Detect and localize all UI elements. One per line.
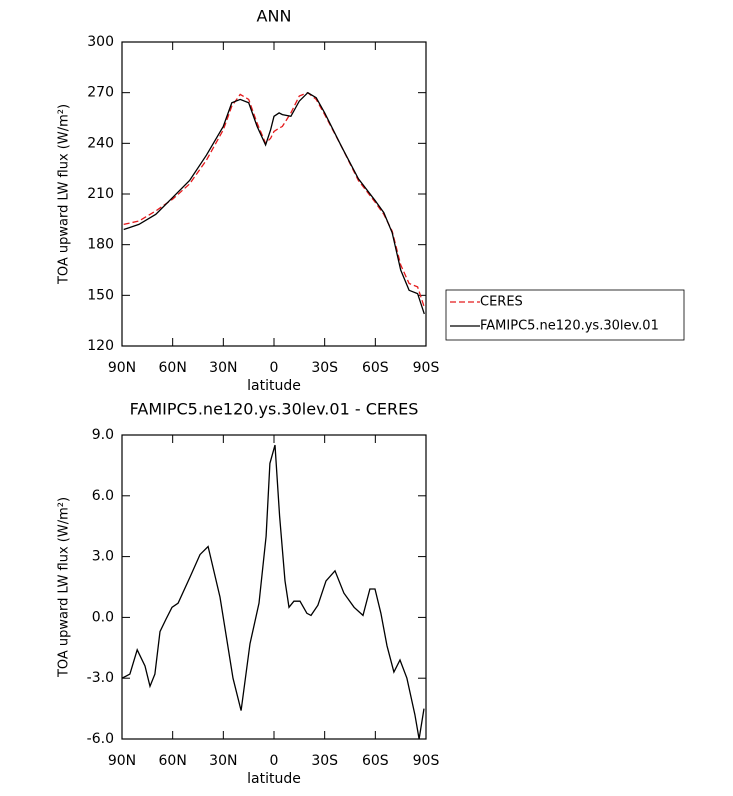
- x-tick-label: 60N: [159, 753, 187, 769]
- data-line: [121, 444, 425, 740]
- y-tick-label: -3.0: [87, 670, 114, 686]
- legend-box: [445, 289, 685, 341]
- x-tick-label: 60S: [362, 753, 389, 769]
- x-tick-label: 0: [270, 360, 279, 376]
- y-axis-label: TOA upward LW flux (W/m²): [57, 104, 72, 285]
- legend-label: CERES: [480, 295, 523, 310]
- y-tick-label: 9.0: [92, 427, 114, 443]
- plot-frame: [121, 434, 427, 740]
- x-tick-label: 90N: [108, 360, 136, 376]
- y-tick-label: 270: [87, 85, 114, 101]
- data-line: [123, 91, 425, 315]
- plot-frame: [121, 41, 427, 347]
- y-tick-label: 180: [87, 237, 114, 253]
- legend-label: FAMIPC5.ne120.ys.30lev.01: [480, 319, 659, 334]
- y-axis-label: TOA upward LW flux (W/m²): [57, 497, 72, 678]
- y-tick-label: 3.0: [92, 549, 114, 565]
- x-tick-label: 90S: [413, 360, 440, 376]
- x-tick-label: 90S: [413, 753, 440, 769]
- chart-title: FAMIPC5.ne120.ys.30lev.01 - CERES: [130, 400, 419, 419]
- chart-title: ANN: [257, 7, 292, 26]
- y-tick-label: 150: [87, 287, 114, 303]
- y-tick-label: 300: [87, 34, 114, 50]
- x-tick-label: 30N: [209, 753, 237, 769]
- y-tick-label: 6.0: [92, 488, 114, 504]
- y-tick-label: -6.0: [87, 731, 114, 747]
- x-tick-label: 30S: [311, 360, 338, 376]
- x-tick-label: 0: [270, 753, 279, 769]
- x-tick-label: 90N: [108, 753, 136, 769]
- x-tick-label: 60N: [159, 360, 187, 376]
- data-line: [123, 91, 425, 308]
- y-tick-label: 240: [87, 135, 114, 151]
- y-tick-label: 210: [87, 186, 114, 202]
- x-tick-label: 30N: [209, 360, 237, 376]
- x-tick-label: 30S: [311, 753, 338, 769]
- x-axis-label: latitude: [247, 378, 301, 394]
- x-axis-label: latitude: [247, 771, 301, 787]
- y-tick-label: 0.0: [92, 609, 114, 625]
- y-tick-label: 120: [87, 338, 114, 354]
- x-tick-label: 60S: [362, 360, 389, 376]
